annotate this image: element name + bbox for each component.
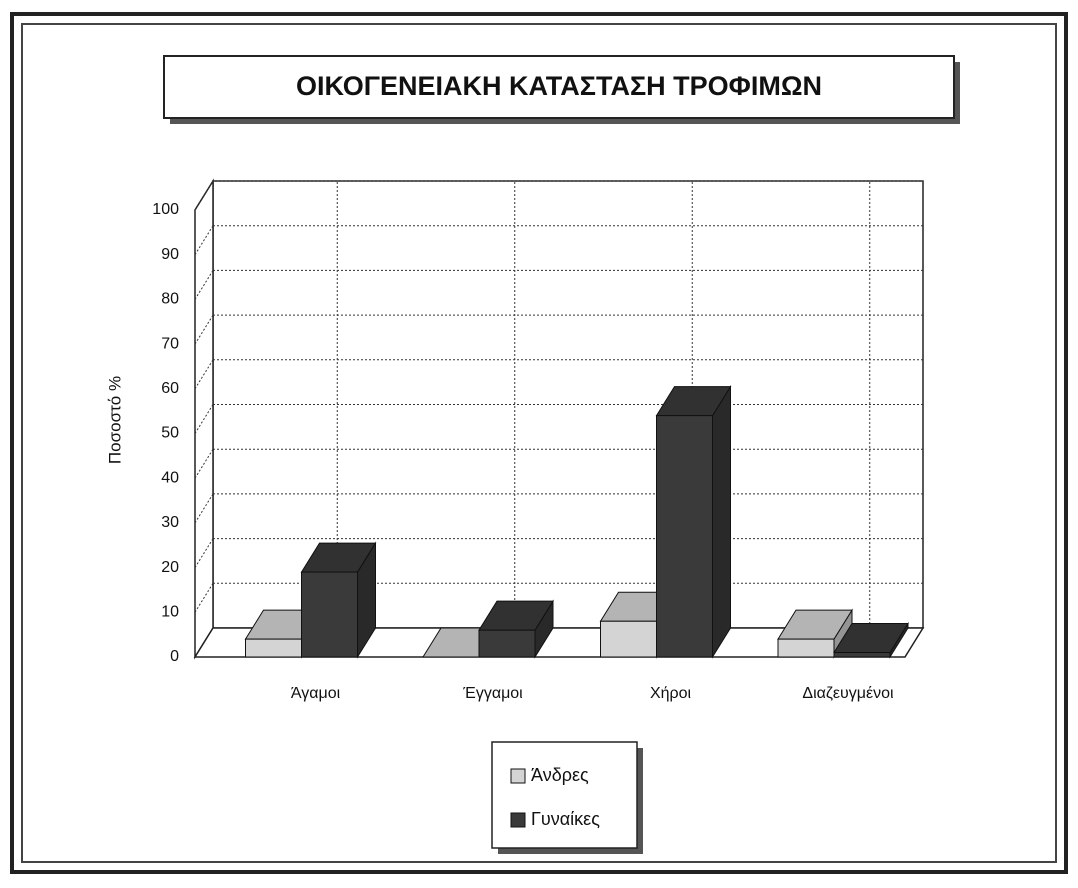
title-box (163, 55, 955, 119)
y-axis-label: Ποσοστό % (105, 376, 124, 464)
y-tick-label: 20 (161, 559, 179, 576)
inner-frame (21, 23, 1057, 863)
side-grid-line (194, 404, 214, 434)
legend-box (491, 741, 638, 849)
y-tick-label: 60 (161, 380, 179, 397)
x-tick-label: Έγγαμοι (462, 685, 523, 702)
y-tick-label: 30 (161, 514, 179, 531)
side-grid-line (194, 538, 214, 568)
legend-swatch (510, 768, 526, 784)
y-tick-label: 80 (161, 291, 179, 308)
bar (777, 638, 835, 658)
side-grid-line (194, 448, 214, 479)
side-grid-line (194, 359, 214, 390)
y-tick-label: 50 (161, 425, 179, 442)
y-tick-label: 0 (170, 648, 179, 665)
y-tick-label: 70 (161, 335, 179, 352)
legend-label: Άνδρες (531, 765, 589, 785)
bar (600, 620, 657, 658)
y-tick-label: 40 (161, 469, 179, 486)
bar (656, 415, 713, 658)
y-tick-label: 10 (161, 604, 179, 621)
side-grid-line (194, 225, 214, 255)
y-tick-label: 100 (152, 201, 179, 218)
x-tick-label: Χήροι (650, 685, 692, 702)
y-tick-label: 90 (161, 246, 179, 263)
side-grid-line (194, 493, 214, 524)
legend-label: Γυναίκες (531, 809, 600, 829)
legend-swatch (510, 812, 526, 828)
chart-title: ΟΙΚΟΓΕΝΕΙΑΚΗ ΚΑΤΑΣΤΑΣΗ ΤΡΟΦΙΜΩΝ (296, 71, 822, 101)
side-grid-line (194, 180, 214, 211)
bar (478, 629, 536, 658)
side-grid-line (194, 583, 214, 613)
bar (833, 652, 891, 658)
side-grid-line (194, 270, 214, 300)
bar (301, 571, 358, 658)
side-grid-line (194, 314, 214, 345)
bar-side (712, 384, 731, 659)
x-tick-label: Διαζευγμένοι (802, 685, 894, 702)
bar (245, 638, 302, 658)
x-tick-label: Άγαμοι (291, 685, 341, 702)
